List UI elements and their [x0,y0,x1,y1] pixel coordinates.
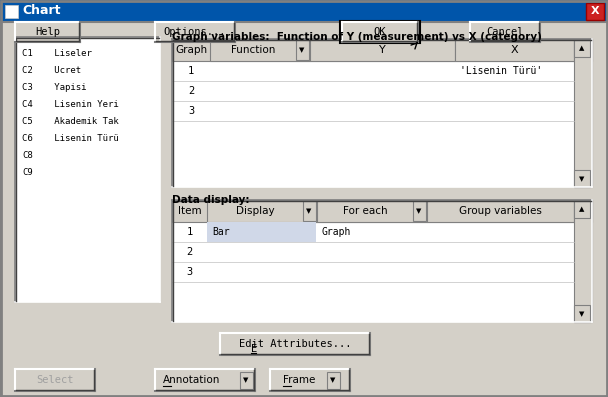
Text: Help: Help [35,27,60,37]
Text: Group variables: Group variables [459,206,542,216]
Text: Edit Attributes...: Edit Attributes... [239,339,351,349]
Text: 2: 2 [188,86,194,96]
Bar [172,200,592,322]
Bar [296,40,309,60]
Text: ▼: ▼ [579,311,585,317]
Bar [470,22,540,42]
Text: 2: 2 [187,247,193,257]
Bar [210,39,310,61]
Bar [317,200,427,222]
Bar [340,21,420,43]
Text: OK: OK [374,27,386,37]
Text: Bar: Bar [212,227,230,237]
Bar [172,39,592,187]
Bar [15,22,80,42]
Bar [270,369,350,391]
Text: Data display:: Data display: [172,195,249,205]
Bar [220,333,370,355]
Text: C1    Liseler: C1 Liseler [22,49,92,58]
Text: X: X [591,6,599,17]
Text: X: X [511,45,518,55]
Bar [310,39,455,61]
Text: Chart: Chart [22,4,61,17]
Bar [574,305,590,322]
Bar [574,200,592,322]
Text: 1: 1 [188,66,194,76]
Text: ▲: ▲ [579,206,585,212]
Text: 3: 3 [187,267,193,277]
Text: ▼: ▼ [243,377,249,383]
Text: Function: Function [231,45,275,55]
Text: Select: Select [36,375,74,385]
Text: ▼: ▼ [330,377,336,383]
Text: Graph: Graph [322,227,351,237]
Text: C9: C9 [22,168,33,177]
Text: C3    Yapisi: C3 Yapisi [22,83,86,92]
Text: Annotation: Annotation [163,375,220,385]
Text: 1: 1 [187,227,193,237]
Text: For each: For each [343,206,387,216]
Text: C5    Akademik Tak: C5 Akademik Tak [22,117,119,126]
Bar [574,170,590,187]
Text: Graph: Graph [175,45,207,55]
Bar [574,201,590,218]
Bar [172,200,592,222]
Text: ▼: ▼ [416,208,422,214]
Text: Item: Item [178,206,201,216]
Text: Display: Display [236,206,274,216]
Text: Cancel: Cancel [486,27,523,37]
Bar [5,5,18,18]
Bar [342,22,418,42]
Text: 3: 3 [188,106,194,116]
Text: Options...: Options... [164,27,226,37]
Bar [155,22,235,42]
Text: ▼: ▼ [299,47,305,53]
Text: C8: C8 [22,151,33,160]
Bar [155,369,255,391]
Text: C4    Lisenin Yeri: C4 Lisenin Yeri [22,100,119,109]
Bar [172,39,592,61]
Bar [574,39,592,187]
Text: ▼: ▼ [306,208,312,214]
Text: 'Lisenin Türü': 'Lisenin Türü' [460,66,542,76]
Bar [455,39,574,61]
Text: Y: Y [379,45,386,55]
Bar [207,200,317,222]
Bar [0,0,608,22]
Bar [207,222,316,242]
Text: Frame: Frame [283,375,316,385]
Bar [413,201,426,221]
Text: ▲: ▲ [579,45,585,51]
Bar [240,372,253,389]
Text: C2    Ucret: C2 Ucret [22,66,81,75]
Bar [574,40,590,57]
Bar [15,37,160,302]
Bar [586,3,604,20]
Bar [303,201,316,221]
Bar [327,372,340,389]
Text: C6    Lisenin Türü: C6 Lisenin Türü [22,134,119,143]
Text: ▼: ▼ [579,176,585,182]
Bar [15,369,95,391]
Text: Graph variables:  Function of Y (measurement) vs X (category): Graph variables: Function of Y (measurem… [172,32,542,42]
Text: E: E [251,344,257,354]
Bar [427,200,574,222]
